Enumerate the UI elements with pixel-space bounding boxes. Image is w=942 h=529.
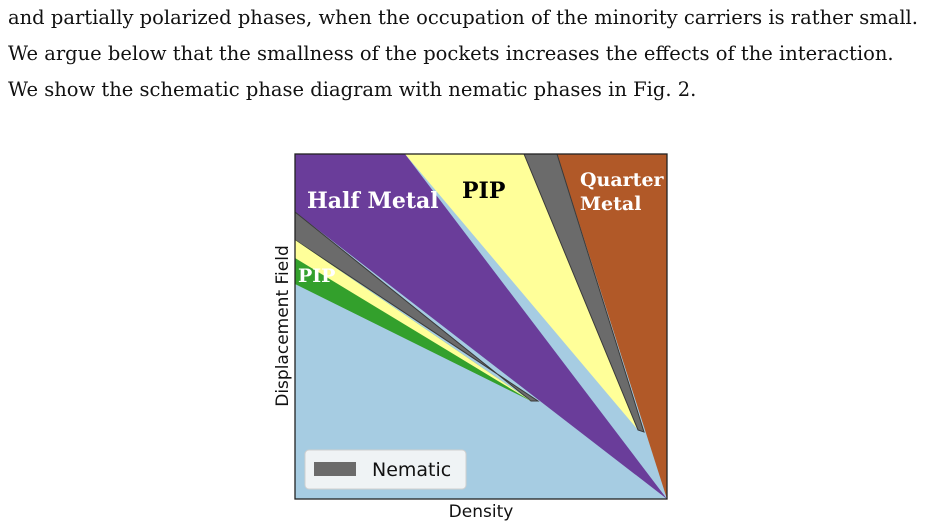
body-paragraph: and partially polarized phases, when the… [8,0,938,108]
region-half-metal [295,154,667,499]
x-axis-label: Density [448,502,514,522]
paragraph-line-1: and partially polarized phases, when the… [8,6,918,29]
region-pip-yellow [405,154,638,430]
legend: Nematic [304,449,467,490]
paragraph-line-2: We argue below that the smallness of the… [8,42,894,65]
paragraph-line-3: We show the schematic phase diagram with… [8,78,697,101]
nematic-wedge-right [523,154,645,433]
y-axis-label: Displacement Field [273,245,293,407]
legend-swatch-nematic [314,462,356,476]
label-half-metal: Half Metal [307,188,439,214]
label-quarter-metal-1: Quarter [580,169,665,191]
nematic-wedge-left [295,211,540,402]
label-pip-top: PIP [462,178,505,204]
legend-label-nematic: Nematic [372,459,451,481]
plot-frame [294,153,668,500]
region-pip-yellow-left [295,240,531,401]
label-pip-left: PIP [298,265,335,287]
legend-box [304,449,467,490]
label-quarter-metal-2: Metal [580,193,641,215]
